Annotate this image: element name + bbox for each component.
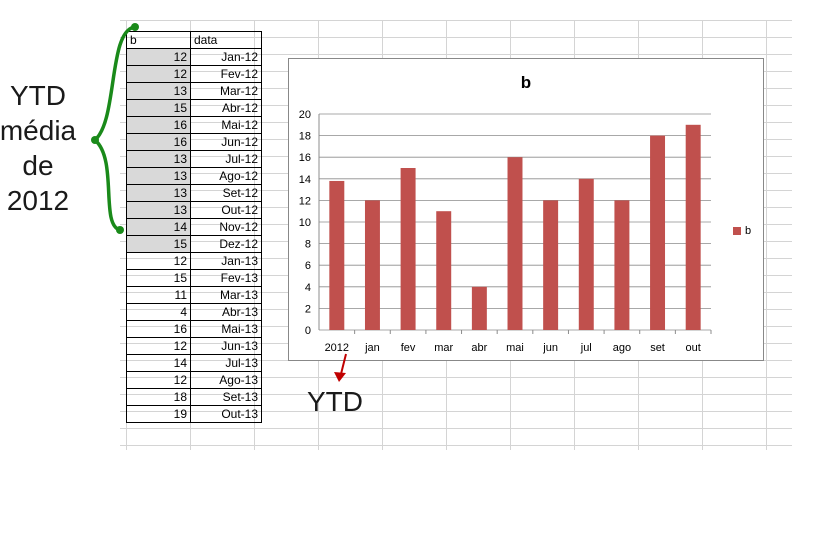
table-row: 12 Fev-12 xyxy=(126,65,262,83)
bar-2012[interactable] xyxy=(329,180,345,330)
table-row: 4 Abr-13 xyxy=(126,303,262,321)
y-tick-label: 14 xyxy=(299,174,311,186)
x-tick-label: abr xyxy=(471,342,487,354)
cell-data[interactable]: Mar-13 xyxy=(190,286,262,304)
ytd-bottom-label: YTD xyxy=(307,386,363,417)
bar-mai[interactable] xyxy=(507,157,523,330)
cell-data[interactable]: Out-13 xyxy=(190,405,262,423)
table-row: 16 Jun-12 xyxy=(126,133,262,151)
cell-b[interactable]: 13 xyxy=(126,201,191,219)
x-tick-label: ago xyxy=(613,342,631,354)
table-row: 16 Mai-12 xyxy=(126,116,262,134)
y-tick-label: 12 xyxy=(299,195,311,207)
cell-b[interactable]: 12 xyxy=(126,48,191,66)
bar-jun[interactable] xyxy=(543,200,559,330)
cell-b[interactable]: 14 xyxy=(126,218,191,236)
bar-set[interactable] xyxy=(650,135,666,330)
x-tick-label: mai xyxy=(506,342,524,354)
cell-b[interactable]: 15 xyxy=(126,269,191,287)
x-tick-label: jul xyxy=(580,342,592,354)
x-tick-label: mar xyxy=(434,342,453,354)
y-tick-label: 0 xyxy=(305,325,311,337)
table-row: 12 Ago-13 xyxy=(126,371,262,389)
y-tick-label: 6 xyxy=(305,260,311,272)
y-tick-label: 2 xyxy=(305,303,311,315)
y-tick-label: 10 xyxy=(299,217,311,229)
bar-ago[interactable] xyxy=(614,200,630,330)
cell-data[interactable]: Fev-13 xyxy=(190,269,262,287)
table-row: 13 Out-12 xyxy=(126,201,262,219)
media-label: média xyxy=(0,115,77,146)
ytd-label: YTD xyxy=(10,80,66,111)
cell-data[interactable]: Jan-13 xyxy=(190,252,262,270)
x-tick-label: fev xyxy=(401,342,416,354)
cell-data[interactable]: Jul-13 xyxy=(190,354,262,372)
data-table: b data 12 Jan-12 12 Fev-12 13 Mar-12 15 Abr-12 1… xyxy=(126,31,262,423)
y-tick-label: 18 xyxy=(299,131,311,143)
bar-fev[interactable] xyxy=(400,168,416,330)
cell-data[interactable]: Mar-12 xyxy=(190,82,262,100)
bracket-dot-mid xyxy=(91,136,99,144)
de-label: de xyxy=(22,150,54,181)
cell-data[interactable]: Ago-13 xyxy=(190,371,262,389)
bar-jan[interactable] xyxy=(364,200,380,330)
bracket-dot-bottom xyxy=(116,226,124,234)
cell-data[interactable]: Abr-12 xyxy=(190,99,262,117)
table-row: 12 Jan-12 xyxy=(126,48,262,66)
table-row: 13 Set-12 xyxy=(126,184,262,202)
chart-title: b xyxy=(520,73,532,92)
bar-jul[interactable] xyxy=(578,178,594,330)
bracket-dot-top xyxy=(131,23,139,31)
bar-abr[interactable] xyxy=(471,286,487,330)
cell-b[interactable]: 16 xyxy=(126,133,191,151)
table-row: 12 Jun-13 xyxy=(126,337,262,355)
x-tick-label: jan xyxy=(364,342,380,354)
chart[interactable]: b 0 2 4 6 8 10 12 14 16 18 20 2012 jan fev mar abr mai ju… xyxy=(288,58,764,361)
table-row: 14 Nov-12 xyxy=(126,218,262,236)
cell-data[interactable]: Mai-13 xyxy=(190,320,262,338)
table-row: 13 Jul-12 xyxy=(126,150,262,168)
legend-swatch xyxy=(733,227,741,235)
x-tick-label: out xyxy=(686,342,701,354)
cell-b[interactable]: 16 xyxy=(126,116,191,134)
table-row: 11 Mar-13 xyxy=(126,286,262,304)
x-tick-label: jun xyxy=(542,342,558,354)
x-tick-label: set xyxy=(650,342,665,354)
chart-legend: b xyxy=(733,225,751,237)
green-bracket xyxy=(92,25,136,232)
red-arrow-head xyxy=(334,372,346,382)
table-row: 13 Mar-12 xyxy=(126,82,262,100)
chart-plot: 0 2 4 6 8 10 12 14 16 18 20 2012 jan fev mar abr mai jun j… xyxy=(299,109,712,354)
cell-b[interactable]: 13 xyxy=(126,167,191,185)
year-label: 2012 xyxy=(6,185,70,216)
bar-mar[interactable] xyxy=(436,211,452,330)
cell-data[interactable]: Out-12 xyxy=(190,201,262,219)
y-tick-label: 20 xyxy=(299,109,311,121)
legend-label: b xyxy=(745,225,752,237)
cell-b[interactable]: 12 xyxy=(126,65,191,83)
y-tick-label: 4 xyxy=(305,282,311,294)
y-tick-label: 16 xyxy=(299,152,311,164)
y-tick-label: 8 xyxy=(305,239,311,251)
cell-b[interactable]: 13 xyxy=(126,82,191,100)
x-tick-label: 2012 xyxy=(325,342,349,354)
table-row: 15 Abr-12 xyxy=(126,99,262,117)
table-row: 19 Out-13 xyxy=(126,405,262,423)
cell-b[interactable]: 13 xyxy=(126,184,191,202)
table-row: 15 Fev-13 xyxy=(126,269,262,287)
bar-out[interactable] xyxy=(685,124,701,330)
cell-b[interactable]: 15 xyxy=(126,99,191,117)
table-row: 16 Mai-13 xyxy=(126,320,262,338)
